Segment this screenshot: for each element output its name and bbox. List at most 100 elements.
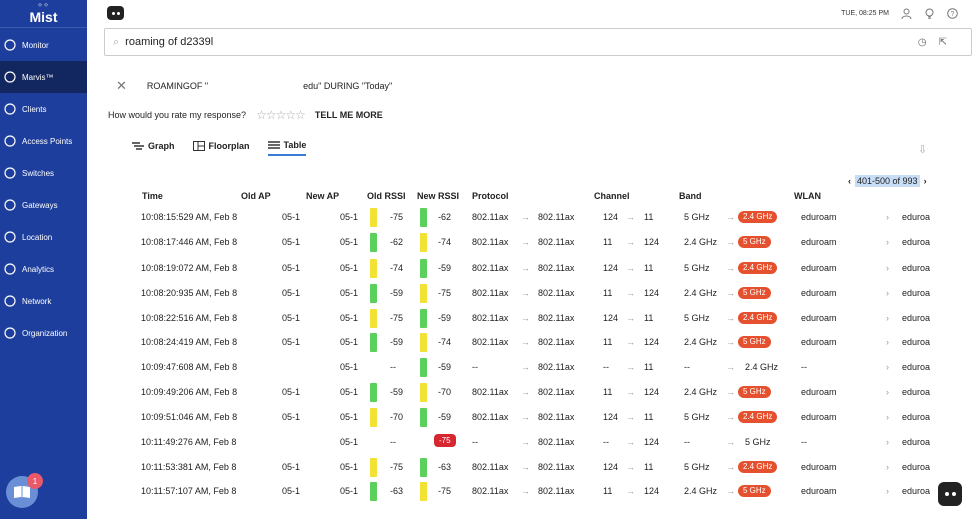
- tab-graph[interactable]: Graph: [132, 140, 175, 156]
- arrow-icon: →: [726, 437, 735, 447]
- cell-new-rssi: -75: [438, 288, 452, 298]
- cell-new-rssi: -59: [438, 412, 452, 422]
- table-row[interactable]: 10:11:49:276 AM, Feb 8 05-1 -- -75 -- → 802.11…: [0, 430, 974, 454]
- cell-wlan-new: eduroa: [902, 437, 931, 447]
- cell-protocol-new: 802.11ax: [538, 212, 575, 222]
- marvis-chat-button[interactable]: [938, 482, 962, 506]
- sidebar-item-monitor[interactable]: Monitor: [0, 29, 87, 61]
- next-page-icon[interactable]: ›: [923, 176, 927, 186]
- new-rssi-bar: [420, 309, 427, 328]
- rating-stars[interactable]: ☆☆☆☆☆: [256, 108, 306, 122]
- arrow-icon: →: [726, 337, 735, 347]
- user-icon[interactable]: [901, 8, 912, 19]
- new-rssi-bar: [420, 383, 427, 402]
- arrow-icon: →: [521, 486, 530, 496]
- graph-icon: [132, 142, 144, 150]
- table-row[interactable]: 10:08:24:419 AM, Feb 8 05-1 05-1 -59 -74 802.…: [0, 330, 974, 354]
- download-icon[interactable]: ⇩: [918, 144, 928, 156]
- cell-new-ap: 05-1: [340, 237, 359, 247]
- cell-channel-old: 124: [603, 212, 619, 222]
- table-row[interactable]: 10:09:47:608 AM, Feb 8 05-1 -- -59 -- → 802.11…: [0, 355, 974, 379]
- cell-protocol-new: 802.11ax: [538, 362, 575, 372]
- cell-protocol-old: 802.11ax: [472, 462, 509, 472]
- cell-protocol-new: 802.11ax: [538, 387, 575, 397]
- col-header-time[interactable]: Time: [142, 191, 163, 201]
- new-rssi-bar: [420, 284, 427, 303]
- sidebar-item-gateways[interactable]: Gateways: [0, 189, 87, 221]
- organization-icon: [3, 326, 17, 340]
- table-row[interactable]: 10:08:19:072 AM, Feb 8 05-1 05-1 -74 -59 802.…: [0, 256, 974, 280]
- cell-band-old: 5 GHz: [684, 263, 710, 273]
- col-header-old-rssi[interactable]: Old RSSI: [367, 191, 406, 201]
- cell-protocol-old: 802.11ax: [472, 212, 509, 222]
- expand-icon[interactable]: ⇱: [938, 37, 947, 48]
- cell-channel-new: 11: [644, 263, 654, 273]
- sidebar-item-switches[interactable]: Switches: [0, 157, 87, 189]
- new-rssi-bar: [420, 408, 427, 427]
- sidebar-item-analytics[interactable]: Analytics: [0, 253, 87, 285]
- close-icon[interactable]: ✕: [116, 78, 127, 93]
- table-row[interactable]: 10:11:53:381 AM, Feb 8 05-1 05-1 -75 -63 802.…: [0, 455, 974, 479]
- table-row[interactable]: 10:09:51:046 AM, Feb 8 05-1 05-1 -70 -59 802.…: [0, 405, 974, 429]
- help-icon[interactable]: ?: [947, 8, 958, 19]
- cell-band-old: --: [684, 437, 690, 447]
- cell-protocol-new: 802.11ax: [538, 462, 575, 472]
- col-header-new-rssi[interactable]: New RSSI: [417, 191, 460, 201]
- table-row[interactable]: 10:08:17:446 AM, Feb 8 05-1 05-1 -62 -74 802.…: [0, 230, 974, 254]
- sidebar-item-label: Organization: [22, 328, 68, 338]
- sidebar-item-access-points[interactable]: Access Points: [0, 125, 87, 157]
- arrow-icon: →: [726, 237, 735, 247]
- monitor-icon: [3, 38, 17, 52]
- col-header-channel[interactable]: Channel: [594, 191, 630, 201]
- mist-logo[interactable]: ⁘⁘ Mist: [0, 0, 87, 28]
- sidebar-item-label: Network: [22, 296, 52, 306]
- search-input[interactable]: roaming of d2339l: [125, 36, 214, 48]
- cell-new-ap: 05-1: [340, 313, 359, 323]
- cell-band-old: 5 GHz: [684, 212, 710, 222]
- col-header-old-ap[interactable]: Old AP: [241, 191, 271, 201]
- cell-wlan-old: eduroam: [801, 412, 837, 422]
- sidebar-item-clients[interactable]: Clients: [0, 93, 87, 125]
- access-points-icon: [3, 134, 17, 148]
- sidebar-item-marvis[interactable]: Marvis™: [0, 61, 87, 93]
- cell-channel-new: 11: [644, 362, 654, 372]
- table-row[interactable]: 10:08:20:935 AM, Feb 8 05-1 05-1 -59 -75 802.…: [0, 281, 974, 305]
- tell-me-more-link[interactable]: TELL ME MORE: [314, 110, 383, 120]
- cell-channel-new: 11: [644, 412, 654, 422]
- cell-old-ap: 05-1: [282, 212, 301, 222]
- sidebar-item-location[interactable]: Location: [0, 221, 87, 253]
- cell-old-rssi: -63: [390, 486, 404, 496]
- marvis-mini-icon[interactable]: [107, 6, 124, 20]
- col-header-wlan[interactable]: WLAN: [794, 191, 821, 201]
- prev-page-icon[interactable]: ‹: [848, 176, 851, 186]
- arrow-icon: →: [521, 462, 530, 472]
- col-header-band[interactable]: Band: [679, 191, 702, 201]
- arrow-icon: →: [626, 462, 635, 472]
- cell-wlan-new: eduroa: [902, 288, 931, 298]
- cell-wlan-old: eduroam: [801, 337, 837, 347]
- col-header-protocol[interactable]: Protocol: [472, 191, 509, 201]
- cell-old-rssi: -62: [390, 237, 404, 247]
- cell-new-ap: 05-1: [340, 412, 359, 422]
- sidebar-item-network[interactable]: Network: [0, 285, 87, 317]
- arrow-icon: →: [726, 462, 735, 472]
- col-header-new-ap[interactable]: New AP: [306, 191, 340, 201]
- table-row[interactable]: 10:08:22:516 AM, Feb 8 05-1 05-1 -75 -59 802.…: [0, 306, 974, 330]
- arrow-icon: ›: [886, 263, 889, 273]
- arrow-icon: →: [626, 237, 635, 247]
- cell-wlan-new: eduroa: [902, 212, 931, 222]
- lightbulb-icon[interactable]: [924, 8, 935, 19]
- tab-floorplan[interactable]: Floorplan: [192, 140, 250, 156]
- history-icon[interactable]: ◷: [917, 37, 927, 48]
- cell-new-rssi: -63: [438, 462, 452, 472]
- table-row[interactable]: 10:11:57:107 AM, Feb 8 05-1 05-1 -63 -75 802.…: [0, 479, 974, 503]
- sidebar-item-label: Monitor: [22, 40, 49, 50]
- cell-channel-old: --: [603, 362, 609, 372]
- table-row[interactable]: 10:08:15:529 AM, Feb 8 05-1 05-1 -75 -62 802.…: [0, 205, 974, 229]
- cell-protocol-old: 802.11ax: [472, 313, 509, 323]
- tab-table[interactable]: Table: [267, 140, 307, 156]
- table-row[interactable]: 10:09:49:206 AM, Feb 8 05-1 05-1 -59 -70 802.…: [0, 380, 974, 404]
- sidebar-item-organization[interactable]: Organization: [0, 317, 87, 349]
- search-bar[interactable]: ⌕ roaming of d2339l ◷ ⇱: [104, 28, 972, 56]
- cell-band-old: 2.4 GHz: [684, 387, 718, 397]
